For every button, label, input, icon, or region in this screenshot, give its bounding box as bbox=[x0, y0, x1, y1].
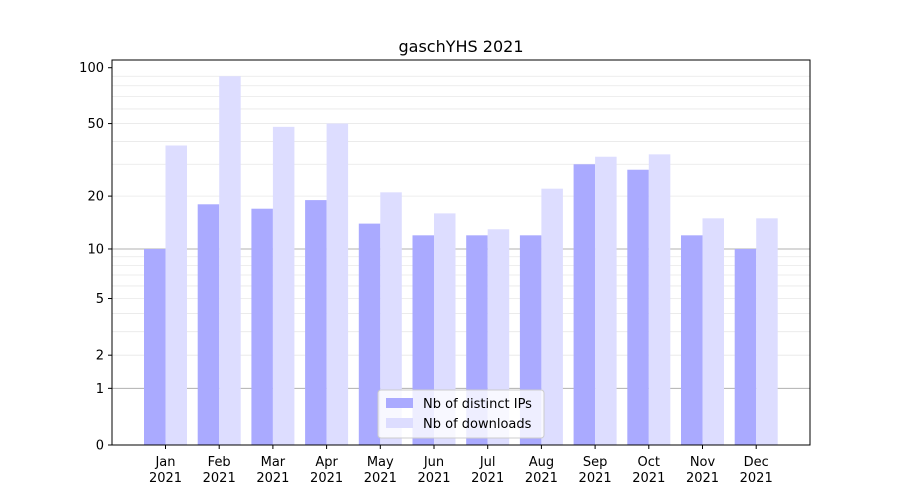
x-tick-label: Aug 2021 bbox=[525, 455, 558, 486]
bar-downloads bbox=[648, 154, 671, 445]
bar-distinct-ips bbox=[305, 200, 327, 445]
x-tick-label: Jul 2021 bbox=[471, 455, 504, 486]
bar-distinct-ips bbox=[358, 223, 381, 445]
bar-downloads bbox=[595, 156, 617, 446]
y-tick-label: 1 bbox=[96, 382, 104, 397]
y-tick-label: 20 bbox=[87, 190, 104, 205]
x-tick-label: Dec 2021 bbox=[740, 455, 773, 486]
x-tick-label: Apr 2021 bbox=[310, 455, 343, 486]
bar-distinct-ips bbox=[734, 248, 757, 445]
bar-downloads bbox=[380, 192, 402, 445]
y-tick-label: 5 bbox=[96, 292, 104, 307]
bar-downloads bbox=[434, 213, 456, 445]
bar-downloads bbox=[272, 126, 295, 445]
x-tick-label: Jun 2021 bbox=[417, 455, 450, 486]
legend-swatch bbox=[386, 418, 413, 428]
x-tick-label: Feb 2021 bbox=[203, 455, 236, 486]
bar-downloads bbox=[326, 123, 349, 446]
bar-downloads bbox=[541, 188, 563, 445]
y-tick-label: 50 bbox=[87, 117, 104, 132]
legend-box bbox=[377, 389, 545, 439]
legend-label: Nb of downloads bbox=[423, 417, 532, 432]
y-tick-label: 0 bbox=[96, 439, 104, 454]
chart-title: gaschYHS 2021 bbox=[399, 37, 524, 56]
bar-downloads bbox=[702, 218, 724, 445]
bar-distinct-ips bbox=[627, 169, 649, 445]
x-tick-label: Oct 2021 bbox=[632, 455, 665, 486]
x-tick-label: Jan 2021 bbox=[149, 455, 182, 486]
bar-distinct-ips bbox=[144, 248, 166, 445]
legend-label: Nb of distinct IPs bbox=[423, 397, 532, 412]
x-tick-label: May 2021 bbox=[364, 455, 397, 486]
bar-downloads bbox=[219, 76, 241, 446]
x-tick-label: Mar 2021 bbox=[256, 455, 289, 486]
bar-downloads bbox=[756, 218, 778, 445]
bar-distinct-ips bbox=[681, 235, 703, 445]
bar-distinct-ips bbox=[197, 204, 220, 445]
y-tick-label: 100 bbox=[79, 61, 104, 76]
y-tick-label: 10 bbox=[87, 242, 104, 257]
bar-distinct-ips bbox=[573, 164, 596, 445]
y-tick-label: 2 bbox=[96, 349, 104, 364]
legend: Nb of distinct IPs Nb of downloads bbox=[377, 389, 545, 439]
legend-swatch bbox=[386, 398, 413, 408]
bar-downloads bbox=[165, 145, 187, 445]
bar-distinct-ips bbox=[251, 208, 273, 445]
x-tick-label: Sep 2021 bbox=[579, 455, 612, 486]
x-tick-label: Nov 2021 bbox=[686, 455, 719, 486]
plot-frame bbox=[111, 59, 811, 446]
